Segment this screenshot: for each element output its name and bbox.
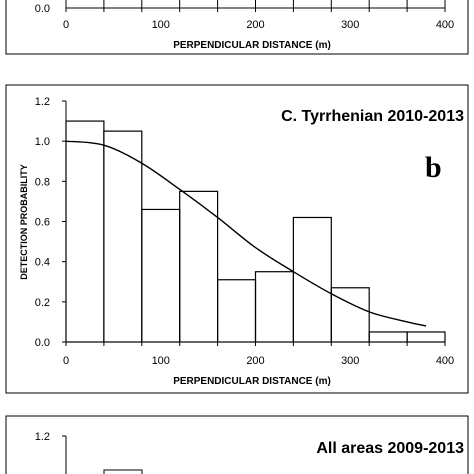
panel-top-ytick-0: 0.0: [35, 3, 50, 15]
panel-bottom-title: All areas 2009-2013: [316, 440, 464, 457]
panel-b-ytick-label: 0.6: [35, 217, 50, 229]
panel-b-bar: [406, 331, 446, 343]
panel-b: 0.0 0.2 0.4 0.6 0.8 1.0 1.2 0 100 200 300 400 C. T…: [5, 84, 469, 394]
panel-bottom: 1.2 All areas 2009-2013: [5, 415, 469, 474]
panel-b-ytick-label: 0.4: [35, 257, 50, 269]
panel-b-xticks: 0 100 200 300 400: [63, 342, 454, 367]
panel-b-xtick-label: 400: [436, 355, 454, 367]
panel-b-ytick-label: 1.2: [35, 96, 50, 108]
panel-b-bar: [179, 190, 219, 343]
panel-top: 0.0 0 100 200 300 400 PERPENDICULAR DISTANCE…: [5, 0, 469, 55]
panel-b-ytick-label: 1.0: [35, 136, 50, 148]
panel-b-yticks: 0.0 0.2 0.4 0.6 0.8 1.0 1.2: [35, 96, 66, 349]
panel-b-title: C. Tyrrhenian 2010-2013: [281, 108, 464, 125]
panel-bottom-ytick-0: 1.2: [35, 431, 50, 443]
panel-top-xtick-label: 400: [436, 19, 454, 31]
panel-b-bar: [292, 216, 332, 343]
panel-b-fit-curve: [65, 140, 427, 327]
panel-top-xtick-label: 0: [63, 19, 69, 31]
panel-b-xtick-label: 200: [246, 355, 264, 367]
panel-b-bar: [368, 331, 408, 343]
panel-b-bars: [65, 120, 446, 343]
panel-bottom-frame: [5, 415, 469, 474]
panel-b-ytick-label: 0.8: [35, 176, 50, 188]
panel-top-bar-stubs: [65, 0, 446, 12]
panel-bottom-bar-stub: [103, 469, 143, 474]
panel-b-ytick-label: 0.2: [35, 297, 50, 309]
panel-top-xtick-label: 300: [341, 19, 359, 31]
panel-b-bar: [217, 279, 257, 343]
panel-b-letter: b: [425, 151, 442, 184]
panel-b-ylabel: DETECTION PROBABILITY: [19, 164, 29, 280]
panel-top-frame: [5, 0, 469, 55]
panel-b-frame: [5, 84, 469, 394]
panel-b-bar: [65, 120, 105, 343]
panel-b-bar: [330, 287, 370, 343]
panel-b-bar: [103, 130, 143, 343]
panel-b-bar: [141, 208, 181, 343]
panel-top-xticks: 0 100 200 300 400: [63, 19, 454, 31]
panel-b-xtick-label: 100: [152, 355, 170, 367]
panel-top-xtick-label: 200: [246, 19, 264, 31]
panel-b-bar: [254, 271, 295, 343]
panel-b-xlabel: PERPENDICULAR DISTANCE (m): [173, 376, 331, 387]
panel-top-xlabel: PERPENDICULAR DISTANCE (m): [173, 40, 331, 51]
panel-b-xtick-label: 300: [341, 355, 359, 367]
panel-b-xtick-label: 0: [63, 355, 69, 367]
panel-b-ytick-label: 0.0: [35, 337, 50, 349]
panel-top-xtick-label: 100: [152, 19, 170, 31]
